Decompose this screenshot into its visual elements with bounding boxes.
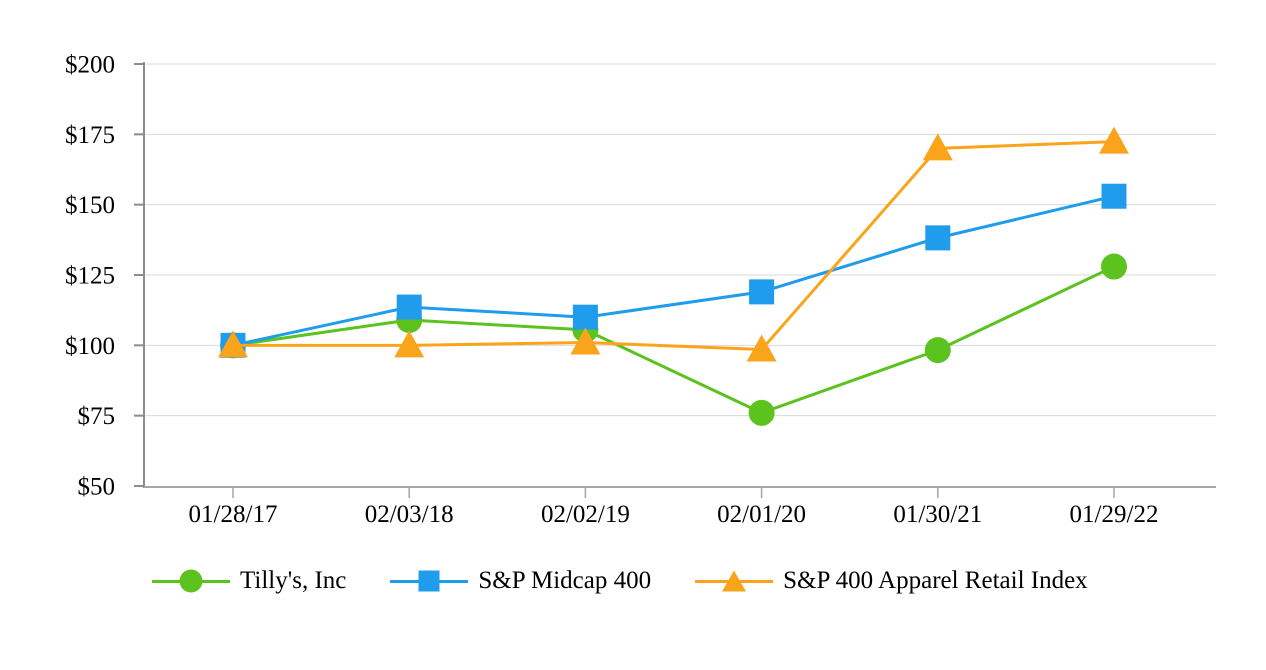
legend-swatch	[390, 566, 469, 596]
y-tick-label: $125	[65, 263, 115, 290]
triangle-data-marker	[394, 330, 425, 358]
square-marker-icon	[418, 570, 440, 592]
series-line	[232, 194, 1115, 347]
x-tick-label: 01/30/21	[893, 501, 982, 528]
legend-item-tilly-s-inc: Tilly's, Inc	[152, 566, 346, 596]
circle-data-marker	[924, 337, 951, 364]
legend-label: S&P 400 Apparel Retail Index	[783, 567, 1088, 594]
triangle-data-marker	[922, 133, 953, 161]
y-tick-label: $200	[65, 52, 115, 79]
x-tick-label: 02/03/18	[365, 501, 454, 528]
series-s-p-midcap-400	[220, 183, 1127, 358]
circle-data-marker	[748, 399, 775, 426]
triangle-data-marker	[1099, 126, 1129, 154]
triangle-data-marker	[746, 334, 777, 362]
series-tilly-s-inc	[220, 253, 1127, 426]
square-data-marker	[749, 279, 775, 305]
x-tick-label: 02/02/19	[541, 501, 630, 528]
y-tick-label: $100	[65, 333, 115, 360]
legend-item-s-p-400-apparel-retail-index: S&P 400 Apparel Retail Index	[695, 566, 1088, 596]
y-tick-label: $50	[78, 474, 116, 501]
circle-marker-icon	[179, 569, 203, 593]
y-tick-label: $150	[65, 192, 115, 219]
square-data-marker	[572, 304, 598, 330]
y-axis: $200 $175 $150 $125 $100 $75 $50	[65, 52, 145, 501]
legend-swatch	[152, 566, 230, 596]
chart-legend: Tilly's, Inc S&P Midcap 400 S&P 400 Appare…	[152, 566, 1088, 596]
x-axis: 01/28/17 02/03/18 02/02/19 02/01/20 01/30/21…	[144, 486, 1216, 528]
triangle-marker-icon	[722, 570, 747, 592]
y-tick-label: $75	[78, 403, 116, 430]
x-tick-label: 01/29/22	[1070, 501, 1159, 528]
legend-item-s-p-midcap-400: S&P Midcap 400	[390, 566, 651, 596]
gridlines	[144, 63, 1216, 417]
series-line	[232, 265, 1115, 415]
x-tick-label: 01/28/17	[189, 501, 278, 528]
square-data-marker	[396, 294, 422, 320]
triangle-data-marker	[570, 327, 601, 355]
circle-data-marker	[1101, 253, 1127, 280]
square-data-marker	[1101, 183, 1127, 209]
x-tick-label: 02/01/20	[717, 501, 806, 528]
series-s-p-400-apparel-retail-index	[218, 126, 1129, 362]
legend-label: Tilly's, Inc	[240, 567, 347, 594]
series-line	[233, 140, 1115, 352]
y-tick-label: $175	[65, 122, 115, 149]
triangle-data-marker	[218, 330, 248, 358]
legend-swatch	[695, 566, 774, 596]
square-data-marker	[925, 225, 951, 251]
legend-label: S&P Midcap 400	[478, 567, 652, 594]
